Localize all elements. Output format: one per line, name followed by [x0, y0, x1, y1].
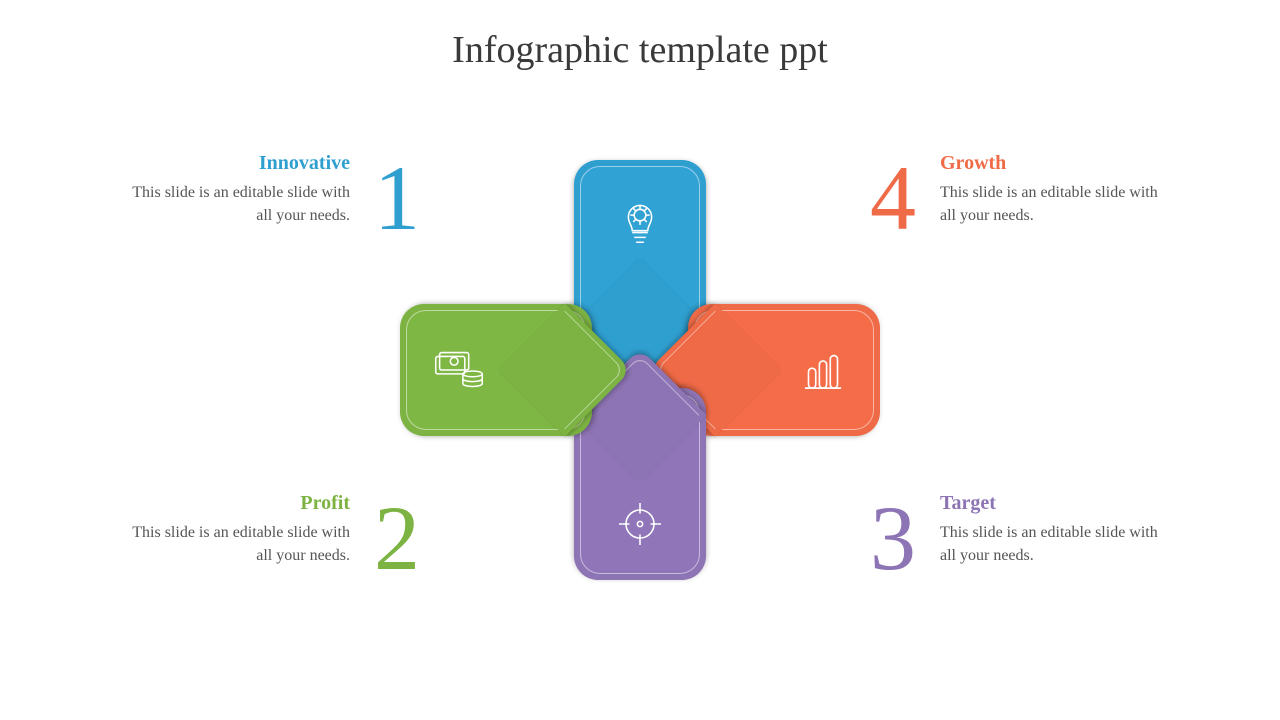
page-title: Infographic template ppt	[0, 28, 1280, 72]
number-2: 2	[374, 492, 420, 584]
heading-profit: Profit	[120, 492, 350, 515]
money-icon	[428, 339, 490, 401]
block-target: 3 Target This slide is an editable slide…	[870, 492, 1170, 584]
block-innovative: 1 Innovative This slide is an editable s…	[120, 152, 420, 244]
bar-chart-icon	[794, 341, 852, 399]
body-target: This slide is an editable slide with all…	[940, 521, 1170, 567]
number-4: 4	[870, 152, 916, 244]
heading-target: Target	[940, 492, 1170, 515]
petal-top	[574, 160, 706, 352]
heading-innovative: Innovative	[120, 152, 350, 175]
petal-bottom	[574, 388, 706, 580]
petal-right	[688, 304, 880, 436]
petal-left	[400, 304, 592, 436]
lightbulb-gear-icon	[609, 188, 671, 250]
body-innovative: This slide is an editable slide with all…	[120, 181, 350, 227]
block-profit: 2 Profit This slide is an editable slide…	[120, 492, 420, 584]
crosshair-icon	[612, 496, 668, 552]
body-growth: This slide is an editable slide with all…	[940, 181, 1170, 227]
heading-growth: Growth	[940, 152, 1170, 175]
number-3: 3	[870, 492, 916, 584]
number-1: 1	[374, 152, 420, 244]
body-profit: This slide is an editable slide with all…	[120, 521, 350, 567]
slide: Infographic template ppt	[0, 0, 1280, 720]
petal-diagram	[430, 160, 850, 580]
block-growth: 4 Growth This slide is an editable slide…	[870, 152, 1170, 244]
